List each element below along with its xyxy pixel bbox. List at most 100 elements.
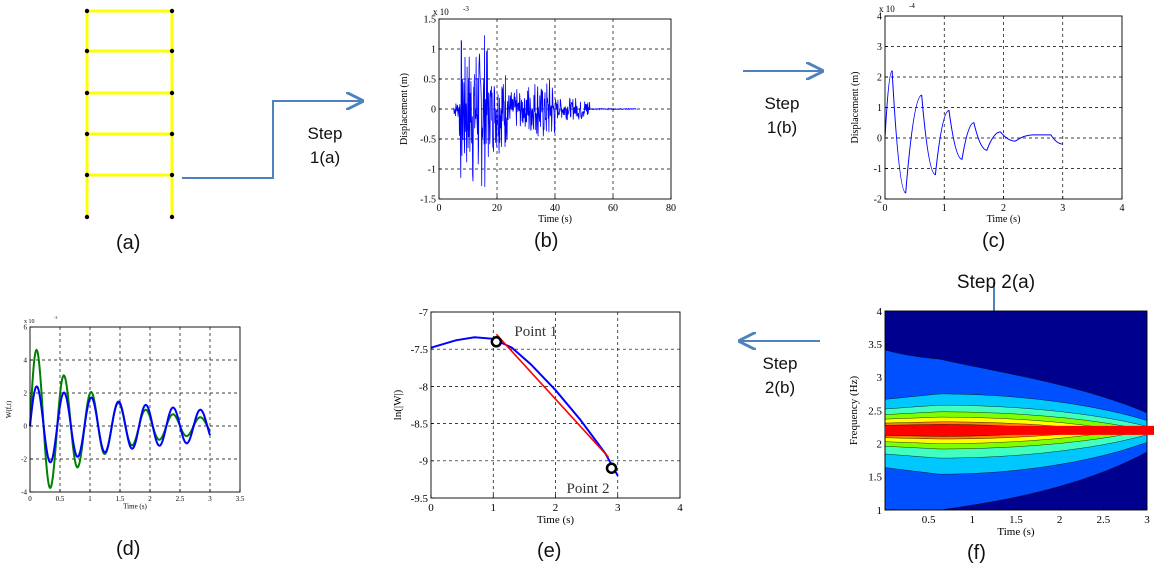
y-tick-label: 3 [877, 42, 882, 53]
y-tick-label: 3.5 [868, 339, 882, 351]
y-axis-label: Frequency (Hz) [848, 376, 860, 446]
axis-exponent-power: -4 [909, 2, 915, 10]
axis-exponent-power: -3 [54, 315, 57, 320]
plot-frame [884, 310, 1148, 511]
x-axis-label: Time (s) [123, 503, 147, 511]
y-tick-label: 1 [431, 45, 436, 56]
y-tick-label: 0.5 [424, 75, 437, 86]
y-tick-label: 4 [24, 356, 28, 364]
x-tick-label: 4 [677, 502, 683, 514]
y-tick-label: 2.5 [868, 405, 882, 417]
step-1b-line2: 1(b) [766, 118, 798, 137]
step-2b-line1: Step [762, 354, 798, 373]
x-tick-label: 1 [88, 495, 92, 503]
arrow-step-1a [182, 101, 362, 179]
caption-a: (a) [116, 232, 141, 254]
y-tick-label: -0.5 [420, 135, 436, 146]
caption-f: (f) [967, 542, 986, 564]
x-axis-label: Time (s) [987, 214, 1021, 225]
y-tick-label: 4 [877, 306, 883, 318]
step-2b-line2: 2(b) [764, 378, 796, 397]
x-tick-label: 0 [437, 203, 442, 214]
plot-e: 0 1 2 3 4 -9.5 -9 -8.5 -8 -7.5 -7 Time (s) ln(|W|) Po… [392, 307, 683, 526]
frame-node [169, 214, 175, 220]
y-tick-label: -2 [874, 195, 882, 206]
y-tick-label: 1 [877, 505, 883, 517]
caption-e: (e) [537, 540, 562, 562]
x-tick-label: 60 [608, 203, 618, 214]
displacement-series [453, 35, 637, 187]
x-tick-label: 1.5 [116, 495, 125, 503]
caption-c: (c) [982, 230, 1006, 252]
step-2a-label: Step 2(a) [956, 272, 1036, 293]
axis-exponent: x 10 [433, 7, 449, 17]
y-tick-label: 1.5 [424, 15, 437, 26]
x-tick-label: 3 [615, 502, 621, 514]
y-tick-label: 0 [24, 422, 28, 430]
y-axis-label: W(f,t) [5, 400, 13, 418]
frame-node [84, 214, 90, 220]
free-vibration-series [884, 70, 1063, 194]
plot-d: 0 0.5 1 1.5 2 2.5 3 3.5 -4 -2 0 2 4 6 Time (s) W(f,t) x … [5, 315, 245, 511]
step-1a-label: Step 1(a) [293, 122, 357, 170]
caption-d: (d) [116, 538, 141, 560]
x-tick-label: 2 [1001, 203, 1006, 214]
y-tick-label: -9.5 [411, 493, 429, 505]
frame-node [169, 172, 175, 178]
plot-frame [430, 311, 681, 499]
frame-node [169, 48, 175, 54]
x-tick-label: 3 [208, 495, 212, 503]
step-2b-label: Step 2(b) [748, 352, 812, 400]
x-tick-label: 1 [970, 514, 976, 526]
frame-structure [84, 8, 175, 220]
x-tick-label: 2 [148, 495, 152, 503]
frame-node [169, 90, 175, 96]
x-tick-label: 0.5 [56, 495, 65, 503]
axis-exponent: x 10 [879, 4, 895, 14]
x-tick-label: 1.5 [1009, 514, 1023, 526]
plot-frame [884, 15, 1123, 200]
wavelet-series-blue [29, 385, 211, 464]
y-tick-label: 2 [877, 439, 883, 451]
plot-f: 0.5 1 1.5 2 2.5 3 1 1.5 2 2.5 3 3.5 4 Time (s) Frequen… [848, 306, 1150, 538]
x-tick-label: 0 [28, 495, 32, 503]
x-tick-label: 3 [1144, 514, 1150, 526]
x-tick-label: 20 [492, 203, 502, 214]
x-tick-label: 2 [1057, 514, 1063, 526]
point-marker-1 [490, 336, 503, 348]
step-1b-line1: Step [764, 94, 800, 113]
y-tick-label: 1 [877, 103, 882, 114]
x-tick-label: 1 [491, 502, 497, 514]
y-tick-label: 4 [877, 12, 882, 23]
frame-node [169, 8, 175, 14]
y-tick-label: 6 [24, 323, 28, 331]
axis-exponent-power: -3 [463, 5, 469, 13]
y-tick-label: 1.5 [868, 472, 882, 484]
plot-frame [438, 18, 672, 200]
y-tick-label: 3 [877, 372, 883, 384]
x-tick-label: 4 [1120, 203, 1125, 214]
y-tick-label: -8.5 [411, 418, 429, 430]
step-1a-line1: Step [307, 124, 343, 143]
y-tick-label: 2 [24, 389, 28, 397]
y-tick-label: -1 [428, 165, 436, 176]
y-tick-label: -1 [874, 164, 882, 175]
y-tick-label: -1.5 [420, 195, 436, 206]
x-tick-label: 0 [428, 502, 434, 514]
x-tick-label: 1 [942, 203, 947, 214]
y-tick-label: -4 [21, 488, 27, 496]
step-1a-line2: 1(a) [309, 148, 341, 167]
y-tick-label: -7.5 [411, 344, 429, 356]
log-amplitude-curve [430, 336, 619, 477]
point-label-2: Point 2 [567, 481, 610, 497]
x-tick-label: 2.5 [176, 495, 185, 503]
plot-b: 0 20 40 60 80 -1.5 -1 -0.5 0 0.5 1 1.5 Time (s) Displ… [399, 5, 676, 225]
caption-b: (b) [534, 230, 559, 252]
x-axis-label: Time (s) [537, 514, 575, 526]
frame-node [84, 90, 90, 96]
y-tick-label: -2 [21, 455, 27, 463]
x-axis-label: Time (s) [997, 526, 1035, 538]
y-tick-label: -7 [419, 307, 429, 319]
frame-node [84, 131, 90, 137]
